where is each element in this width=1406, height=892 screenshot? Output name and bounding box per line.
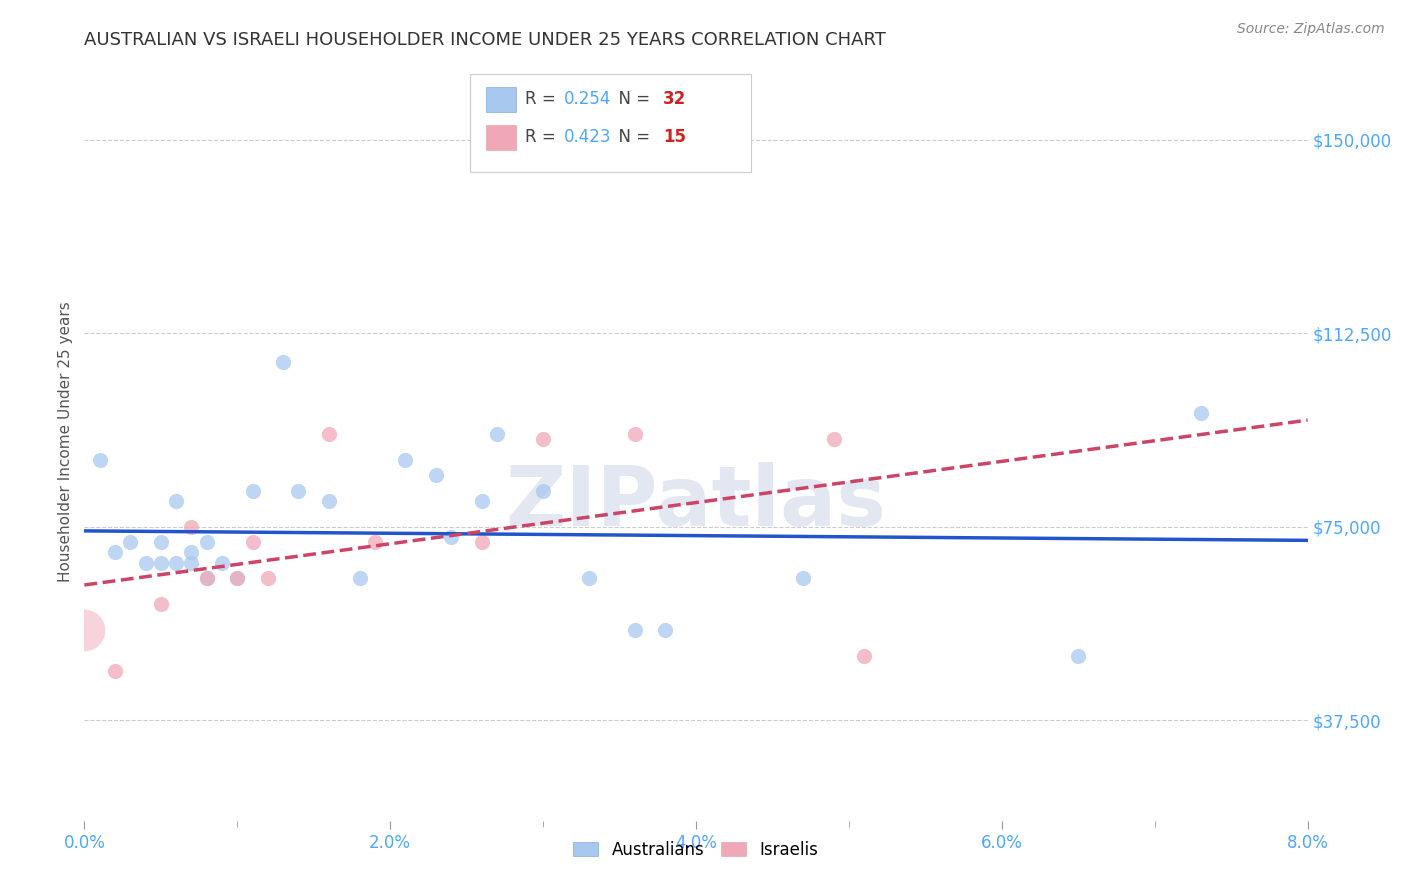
- Point: [73, 623, 96, 637]
- FancyBboxPatch shape: [485, 87, 516, 112]
- Point: [226, 571, 249, 585]
- Point: [349, 571, 371, 585]
- Point: [257, 571, 280, 585]
- Point: [425, 468, 447, 483]
- Text: 0.254: 0.254: [564, 90, 612, 108]
- Point: [1189, 406, 1212, 420]
- Point: [180, 519, 202, 533]
- Legend: Australians, Israelis: Australians, Israelis: [567, 834, 825, 865]
- Text: 15: 15: [664, 128, 686, 145]
- Point: [149, 597, 172, 611]
- Point: [364, 535, 387, 549]
- Point: [135, 556, 157, 570]
- Point: [165, 493, 187, 508]
- Point: [471, 493, 494, 508]
- Point: [471, 535, 494, 549]
- Text: N =: N =: [607, 90, 655, 108]
- FancyBboxPatch shape: [485, 125, 516, 150]
- Point: [394, 452, 416, 467]
- Point: [440, 530, 463, 544]
- Point: [195, 571, 218, 585]
- Point: [211, 556, 233, 570]
- Point: [149, 535, 172, 549]
- Point: [226, 571, 249, 585]
- Point: [104, 664, 127, 678]
- Text: AUSTRALIAN VS ISRAELI HOUSEHOLDER INCOME UNDER 25 YEARS CORRELATION CHART: AUSTRALIAN VS ISRAELI HOUSEHOLDER INCOME…: [84, 31, 886, 49]
- FancyBboxPatch shape: [470, 74, 751, 172]
- Point: [271, 354, 294, 368]
- Point: [120, 535, 142, 549]
- Text: R =: R =: [524, 90, 561, 108]
- Text: N =: N =: [607, 128, 655, 145]
- Point: [531, 432, 554, 446]
- Point: [531, 483, 554, 498]
- Text: 32: 32: [664, 90, 686, 108]
- Point: [242, 483, 264, 498]
- Point: [89, 452, 111, 467]
- Point: [823, 432, 845, 446]
- Text: ZIPatlas: ZIPatlas: [506, 462, 886, 542]
- Point: [853, 648, 876, 663]
- Y-axis label: Householder Income Under 25 years: Householder Income Under 25 years: [58, 301, 73, 582]
- Point: [165, 556, 187, 570]
- Text: Source: ZipAtlas.com: Source: ZipAtlas.com: [1237, 22, 1385, 37]
- Point: [180, 556, 202, 570]
- Point: [242, 535, 264, 549]
- Text: R =: R =: [524, 128, 561, 145]
- Point: [180, 545, 202, 559]
- Point: [654, 623, 676, 637]
- Point: [318, 493, 340, 508]
- Point: [578, 571, 600, 585]
- Point: [287, 483, 309, 498]
- Text: 0.423: 0.423: [564, 128, 612, 145]
- Point: [792, 571, 814, 585]
- Point: [318, 426, 340, 441]
- Point: [149, 556, 172, 570]
- Point: [486, 426, 509, 441]
- Point: [104, 545, 127, 559]
- Point: [195, 571, 218, 585]
- Point: [195, 535, 218, 549]
- Point: [1067, 648, 1090, 663]
- Point: [624, 623, 647, 637]
- Point: [624, 426, 647, 441]
